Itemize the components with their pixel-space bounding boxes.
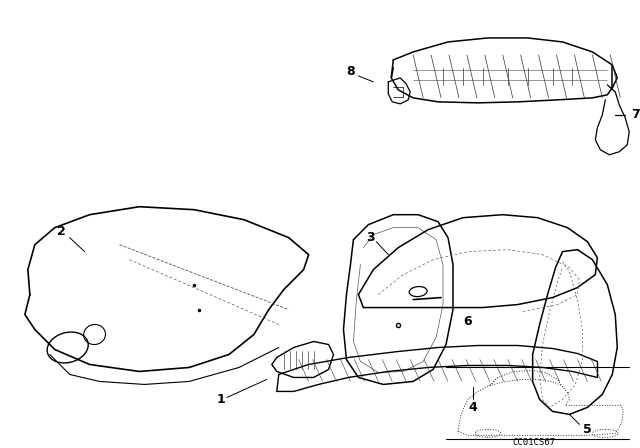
Text: 3: 3 xyxy=(366,231,374,244)
Text: 7: 7 xyxy=(631,108,639,121)
Text: 6: 6 xyxy=(463,315,472,328)
Text: 4: 4 xyxy=(468,401,477,414)
Text: 8: 8 xyxy=(346,65,355,78)
Text: 5: 5 xyxy=(583,423,592,436)
Text: 1: 1 xyxy=(217,393,225,406)
Text: 2: 2 xyxy=(58,225,66,238)
Text: CC01CS67: CC01CS67 xyxy=(512,438,555,447)
